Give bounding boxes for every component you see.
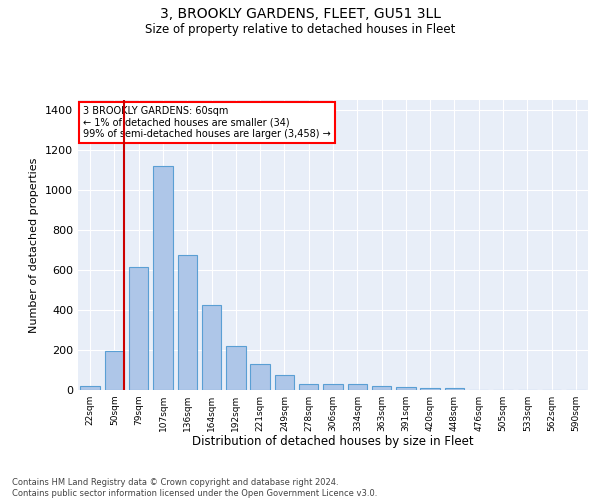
Bar (275, 375, 294, 390)
Y-axis label: Number of detached properties: Number of detached properties (29, 158, 40, 332)
Bar (105, 351, 124, 390)
Bar (323, 384, 343, 390)
Bar (445, 388, 464, 390)
Bar (421, 388, 440, 390)
Bar (372, 386, 391, 390)
Bar (396, 387, 416, 390)
Bar (250, 364, 270, 390)
Bar (178, 255, 197, 390)
Bar (153, 166, 173, 390)
Bar (129, 267, 148, 390)
Bar (80, 386, 100, 390)
Text: Contains HM Land Registry data © Crown copyright and database right 2024.
Contai: Contains HM Land Registry data © Crown c… (12, 478, 377, 498)
Bar (202, 305, 221, 390)
Text: Size of property relative to detached houses in Fleet: Size of property relative to detached ho… (145, 22, 455, 36)
Bar (347, 384, 367, 390)
Bar (226, 346, 245, 390)
Bar (299, 384, 319, 390)
Text: Distribution of detached houses by size in Fleet: Distribution of detached houses by size … (192, 435, 474, 448)
Text: 3, BROOKLY GARDENS, FLEET, GU51 3LL: 3, BROOKLY GARDENS, FLEET, GU51 3LL (160, 8, 440, 22)
Text: 3 BROOKLY GARDENS: 60sqm
← 1% of detached houses are smaller (34)
99% of semi-de: 3 BROOKLY GARDENS: 60sqm ← 1% of detache… (83, 106, 331, 139)
